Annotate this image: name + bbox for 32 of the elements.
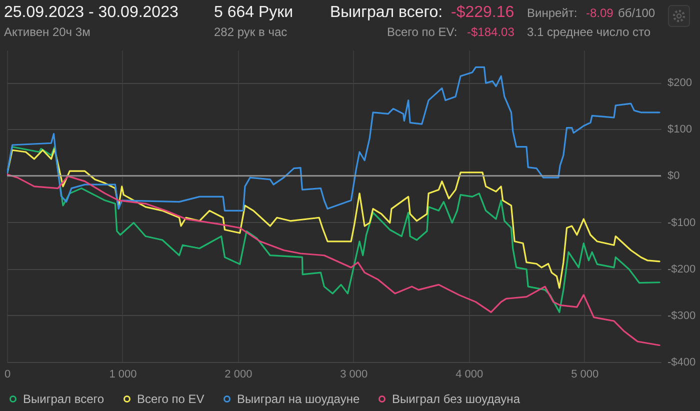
x-tick-label: 4 000 — [456, 368, 484, 380]
legend-label: Выиграл всего — [23, 392, 104, 406]
text: Выиграл всего: — [330, 4, 443, 22]
text: Винрейт: — [527, 6, 578, 20]
text: 5 664 Руки — [214, 4, 294, 22]
text: -8.09 — [586, 6, 614, 20]
legend-label: Выиграл на шоудауне — [237, 392, 360, 406]
y-tick-label: -$200 — [668, 263, 696, 276]
x-tick-label: 1 000 — [109, 368, 137, 380]
y-tick-label: $0 — [668, 170, 680, 182]
y-tick-label: -$300 — [668, 310, 696, 322]
legend-label: Всего по EV — [137, 392, 204, 406]
text: 3.1 среднее число сто — [527, 25, 651, 39]
text: -$229.16 — [451, 4, 514, 22]
chart-subtitle: Активен 20ч 3м — [4, 25, 90, 39]
line-series — [7, 148, 660, 289]
y-tick-label: $100 — [668, 124, 692, 136]
text: Всего по EV: — [387, 25, 458, 39]
y-tick-label: -$100 — [668, 216, 696, 229]
line-series — [7, 66, 660, 212]
x-tick-label: 5 000 — [571, 368, 599, 380]
x-tick-label: 0 — [4, 368, 11, 380]
chart-title: 25.09.2023 - 30.09.2023 — [4, 4, 178, 22]
x-tick-label: 3 000 — [340, 368, 368, 380]
text: 282 рук в час — [214, 25, 288, 39]
y-tick-label: $200 — [668, 77, 692, 90]
text: бб/100 — [618, 6, 656, 20]
legend-label: Выиграл без шоудауна — [392, 392, 520, 406]
text: -$184.03 — [467, 25, 514, 39]
x-tick-label: 2 000 — [224, 368, 252, 380]
line-series — [7, 174, 660, 346]
y-tick-label: -$400 — [668, 356, 696, 368]
